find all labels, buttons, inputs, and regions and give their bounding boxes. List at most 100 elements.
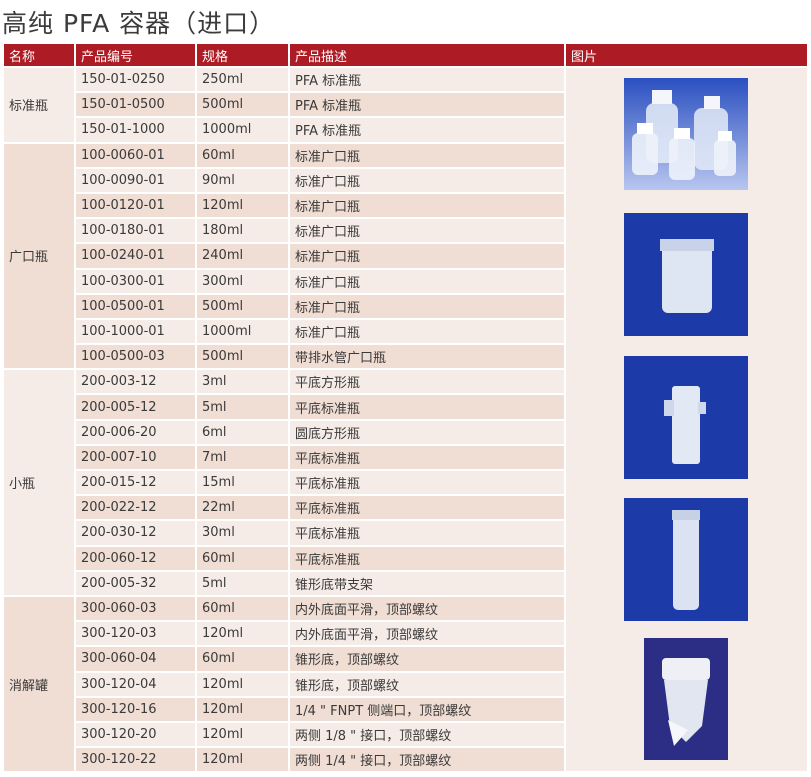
table-row: 100-0500-03 500ml 带排水管广口瓶 [4, 345, 807, 369]
table-row: 300-120-16 120ml 1/4 " FNPT 侧端口，顶部螺纹 [4, 697, 807, 721]
product-code-cell: 200-006-20 [76, 420, 195, 444]
spec-cell: 120ml [197, 193, 288, 218]
description-cell: 两侧 1/4 " 接口，顶部螺纹 [290, 748, 564, 772]
description-cell: 标准广口瓶 [290, 168, 564, 192]
spec-cell: 7ml [197, 445, 288, 469]
spec-cell: 60ml [197, 546, 288, 570]
product-code-cell: 100-0120-01 [76, 193, 195, 218]
description-cell: 平底标准瓶 [290, 395, 564, 419]
table-row: 200-060-12 60ml 平底标准瓶 [4, 546, 807, 570]
description-cell: 圆底方形瓶 [290, 420, 564, 444]
spec-cell: 60ml [197, 143, 288, 167]
table-row: 200-030-12 30ml 平底标准瓶 [4, 521, 807, 545]
spec-cell: 180ml [197, 219, 288, 243]
description-cell: 内外底面平滑，顶部螺纹 [290, 622, 564, 646]
product-code-cell: 200-007-10 [76, 445, 195, 469]
description-cell: 锥形底，顶部螺纹 [290, 672, 564, 696]
header-spec: 规格 [197, 44, 288, 66]
category-cell: 小瓶 [4, 370, 74, 595]
product-code-cell: 300-120-22 [76, 748, 195, 772]
description-cell: 标准广口瓶 [290, 269, 564, 293]
category-cell: 消解罐 [4, 596, 74, 772]
product-code-cell: 300-060-04 [76, 647, 195, 671]
description-cell: PFA 标准瓶 [290, 118, 564, 142]
table-row: 200-022-12 22ml 平底标准瓶 [4, 496, 807, 520]
spec-cell: 120ml [197, 722, 288, 747]
table-row: 200-015-12 15ml 平底标准瓶 [4, 471, 807, 495]
table-row: 300-120-20 120ml 两侧 1/8 " 接口，顶部螺纹 [4, 722, 807, 747]
spec-cell: 300ml [197, 269, 288, 293]
product-code-cell: 200-060-12 [76, 546, 195, 570]
table-row: 100-1000-01 1000ml 标准广口瓶 [4, 319, 807, 344]
spec-cell: 30ml [197, 521, 288, 545]
table-row: 200-007-10 7ml 平底标准瓶 [4, 445, 807, 469]
category-cell: 标准瓶 [4, 68, 74, 142]
product-code-cell: 300-120-04 [76, 672, 195, 696]
page-title: 高纯 PFA 容器（进口） [2, 9, 276, 38]
product-code-cell: 300-120-16 [76, 697, 195, 721]
bottles-photo [624, 78, 748, 190]
table-row: 150-01-0500 500ml PFA 标准瓶 [4, 93, 807, 117]
product-code-cell: 200-030-12 [76, 521, 195, 545]
table-row: 消解罐 300-060-03 60ml 内外底面平滑，顶部螺纹 [4, 596, 807, 772]
product-code-cell: 200-005-12 [76, 395, 195, 419]
product-code-cell: 200-022-12 [76, 496, 195, 520]
table-row: 200-005-12 5ml 平底标准瓶 [4, 395, 807, 419]
description-cell: 平底标准瓶 [290, 546, 564, 570]
spec-cell: 240ml [197, 244, 288, 268]
description-cell: 平底标准瓶 [290, 471, 564, 495]
product-code-cell: 100-0240-01 [76, 244, 195, 268]
description-cell: 平底标准瓶 [290, 445, 564, 469]
tall-vial-photo [624, 498, 748, 621]
product-code-cell: 150-01-0500 [76, 93, 195, 117]
product-table: 名称 产品编号 规格 产品描述 图片 标准瓶 150-01-0250 250ml PF… [2, 42, 809, 773]
table-row: 100-0300-01 300ml 标准广口瓶 [4, 269, 807, 293]
table-row: 300-120-04 120ml 锥形底，顶部螺纹 [4, 672, 807, 696]
header-name: 名称 [4, 44, 74, 66]
table-header: 名称 产品编号 规格 产品描述 图片 [4, 44, 807, 66]
spec-cell: 500ml [197, 294, 288, 318]
product-code-cell: 200-005-32 [76, 571, 195, 595]
product-code-cell: 100-0180-01 [76, 219, 195, 243]
spec-cell: 250ml [197, 68, 288, 92]
table-row: 小瓶 200-003-12 3ml 平底方形瓶 [4, 370, 807, 595]
product-code-cell: 100-0500-01 [76, 294, 195, 318]
product-code-cell: 200-003-12 [76, 370, 195, 394]
spec-cell: 1000ml [197, 319, 288, 344]
table-row: 100-0180-01 180ml 标准广口瓶 [4, 219, 807, 243]
spec-cell: 90ml [197, 168, 288, 192]
description-cell: 带排水管广口瓶 [290, 345, 564, 369]
description-cell: 标准广口瓶 [290, 143, 564, 167]
description-cell: 平底方形瓶 [290, 370, 564, 394]
description-cell: 1/4 " FNPT 侧端口，顶部螺纹 [290, 697, 564, 721]
table-row: 300-120-22 120ml 两侧 1/4 " 接口，顶部螺纹 [4, 748, 807, 772]
header-code: 产品编号 [76, 44, 195, 66]
spec-cell: 120ml [197, 672, 288, 696]
product-code-cell: 100-0060-01 [76, 143, 195, 167]
spec-cell: 60ml [197, 647, 288, 671]
table-row: 150-01-1000 1000ml PFA 标准瓶 [4, 118, 807, 142]
digestion-vessel-photo [644, 638, 728, 760]
square-vial-photo [624, 356, 748, 479]
table-row: 广口瓶 100-0060-01 60ml 标准广口瓶 [4, 143, 807, 369]
product-code-cell: 300-060-03 [76, 596, 195, 621]
spec-cell: 500ml [197, 93, 288, 117]
product-code-cell: 100-1000-01 [76, 319, 195, 344]
description-cell: 锥形底，顶部螺纹 [290, 647, 564, 671]
table-row: 300-060-04 60ml 锥形底，顶部螺纹 [4, 647, 807, 671]
description-cell: PFA 标准瓶 [290, 93, 564, 117]
spec-cell: 120ml [197, 697, 288, 721]
product-code-cell: 150-01-0250 [76, 68, 195, 92]
description-cell: PFA 标准瓶 [290, 68, 564, 92]
header-image: 图片 [566, 44, 807, 66]
description-cell: 标准广口瓶 [290, 244, 564, 268]
description-cell: 标准广口瓶 [290, 319, 564, 344]
table-row: 200-005-32 5ml 锥形底带支架 [4, 571, 807, 595]
spec-cell: 3ml [197, 370, 288, 394]
product-code-cell: 150-01-1000 [76, 118, 195, 142]
table-row: 100-0240-01 240ml 标准广口瓶 [4, 244, 807, 268]
spec-cell: 120ml [197, 622, 288, 646]
spec-cell: 60ml [197, 596, 288, 621]
table-row: 100-0120-01 120ml 标准广口瓶 [4, 193, 807, 218]
description-cell: 标准广口瓶 [290, 294, 564, 318]
